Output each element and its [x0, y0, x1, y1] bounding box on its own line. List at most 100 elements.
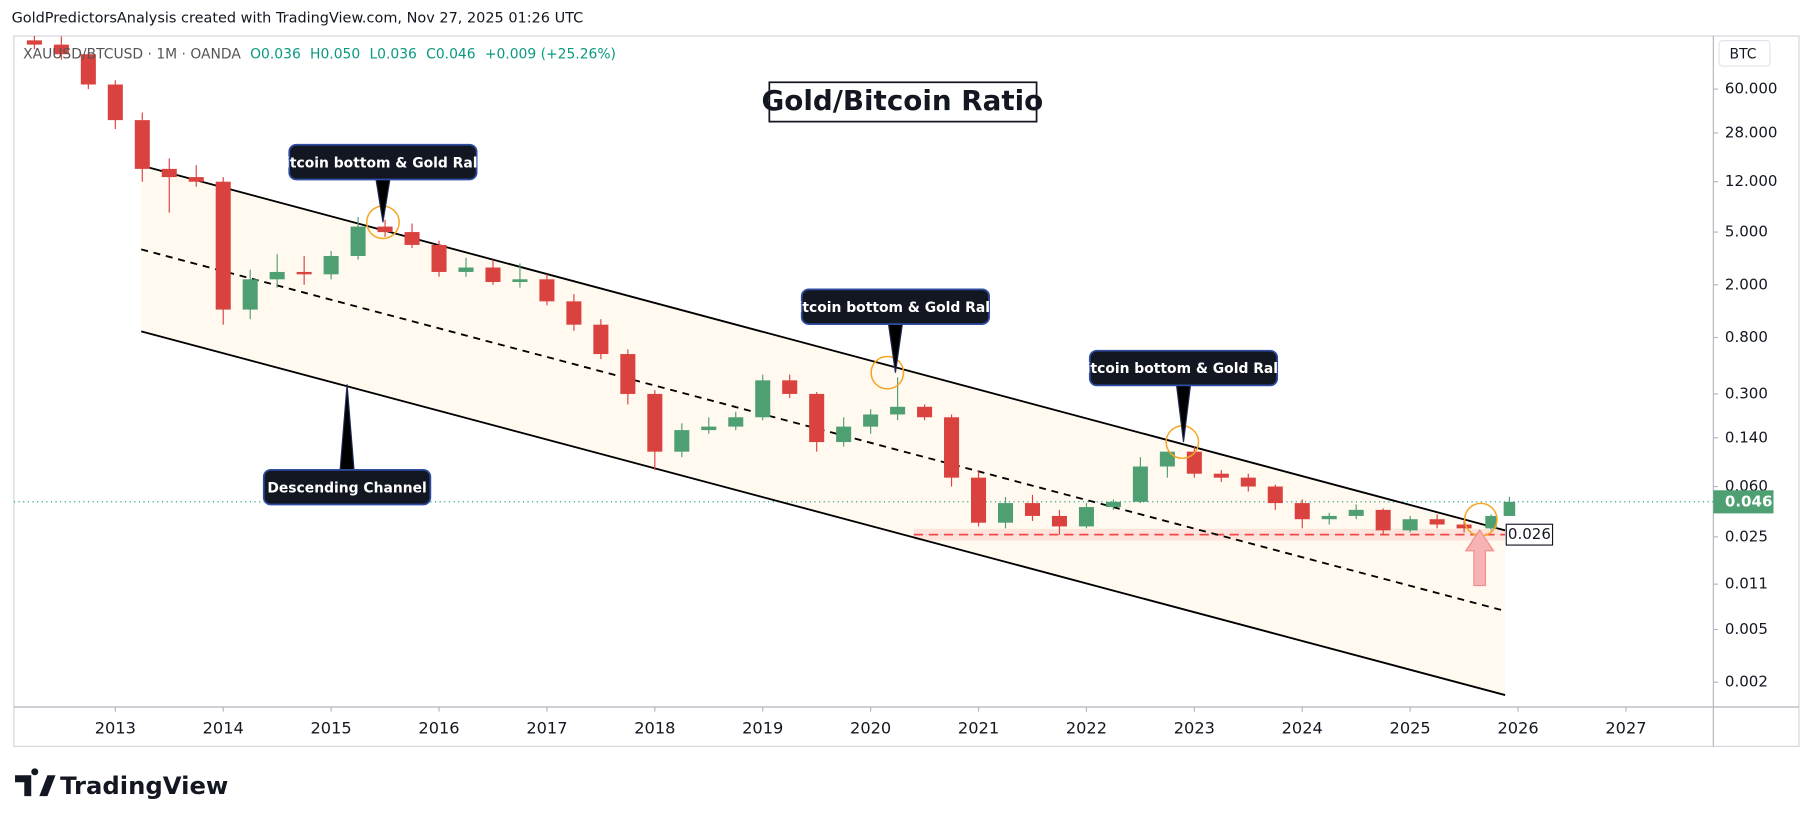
channel-line	[140, 164, 1506, 532]
candle-body	[1078, 507, 1094, 527]
candle-body	[1294, 503, 1310, 520]
x-tick-label: 2017	[526, 718, 567, 737]
y-tick-label: 60.000	[1725, 80, 1778, 98]
candle-body	[1348, 509, 1364, 516]
y-tick-label: 5.000	[1725, 223, 1768, 241]
overlay: Bitcoin bottom & Gold Rally Bitcoin botto…	[262, 143, 1554, 587]
candle-body	[377, 226, 393, 233]
candle-body	[593, 324, 609, 355]
y-tick-label: 2.000	[1725, 275, 1768, 293]
candle-body	[242, 279, 258, 310]
brand-logo: TradingView	[15, 768, 228, 800]
ohlc-item: H0.050	[310, 47, 360, 63]
ohlc-item: C0.046	[426, 47, 475, 63]
x-tick-label: 2021	[958, 718, 999, 737]
candle-body	[215, 181, 231, 310]
support-label: 0.026	[1508, 525, 1551, 543]
candle-body	[296, 271, 312, 275]
y-tick-label: 12.000	[1725, 172, 1778, 190]
candle-body	[971, 477, 987, 523]
candle-body	[1402, 519, 1418, 531]
candle-body	[863, 414, 879, 427]
highlight-circle	[870, 355, 905, 390]
candle-body	[404, 232, 420, 245]
x-tick-label: 2023	[1174, 718, 1215, 737]
y-tick-label: 0.140	[1725, 428, 1768, 446]
x-tick-label: 2022	[1066, 718, 1107, 737]
ohlc-item: O0.036	[250, 47, 301, 63]
watermark: GoldPredictorsAnalysis created with Trad…	[12, 11, 584, 27]
candle-body	[1051, 515, 1067, 527]
candle-body	[431, 244, 447, 272]
unit-box	[1718, 40, 1771, 67]
candle-body	[1132, 466, 1148, 502]
x-tick-label: 2019	[742, 718, 783, 737]
title-box	[768, 81, 1038, 123]
candle-body	[188, 177, 204, 182]
x-tick-label: 2027	[1605, 718, 1646, 737]
candle-body	[485, 267, 501, 282]
annotation: Bitcoin bottom & Gold Rally	[275, 155, 492, 171]
candle-body	[647, 393, 663, 452]
x-tick-label: 2020	[850, 718, 891, 737]
y-tick-label: 0.002	[1725, 673, 1768, 691]
annotation: Bitcoin bottom & Gold Rally	[787, 300, 1004, 316]
annotation: Bitcoin bottom & Gold Rally	[1075, 361, 1292, 377]
candle-body	[1485, 515, 1497, 529]
x-tick-label: 2014	[203, 718, 244, 737]
candle-body	[755, 380, 771, 418]
x-tick-label: 2025	[1390, 718, 1431, 737]
candle-body	[1186, 451, 1202, 474]
support-label-box	[1505, 523, 1554, 546]
candle-body	[80, 54, 96, 85]
x-tick-label: 2018	[634, 718, 675, 737]
channel-line	[140, 330, 1506, 696]
plot-area	[13, 36, 1714, 696]
x-tick-label: 2015	[311, 718, 352, 737]
last-price-label: 0.046	[1725, 492, 1773, 510]
candle-body	[134, 120, 150, 169]
candle-body	[1240, 477, 1256, 487]
candle-body	[1429, 519, 1445, 525]
candle-body	[26, 40, 42, 45]
support-zone	[913, 528, 1506, 541]
callout-box	[1088, 349, 1279, 387]
annotation: Descending Channel	[267, 480, 426, 496]
up-arrow	[1464, 528, 1495, 587]
x-tick-label: 2016	[418, 718, 459, 737]
candle-body	[539, 279, 555, 302]
candle-body	[1375, 509, 1391, 531]
ohlc-item: L0.036	[369, 47, 416, 63]
candle-body	[917, 406, 933, 418]
candle-body	[161, 168, 177, 178]
candle-body	[350, 226, 366, 256]
logo-mark	[15, 768, 56, 797]
candle-body	[620, 354, 636, 394]
candle-body	[890, 406, 906, 415]
ohlc-item: +0.009 (+25.26%)	[485, 47, 616, 63]
candle-body	[1267, 486, 1283, 504]
candle-body	[836, 426, 852, 443]
candle-body	[458, 267, 474, 272]
chart-frame	[13, 35, 1800, 747]
candle-body	[728, 417, 744, 427]
candle-body	[1213, 473, 1229, 478]
candle-body	[1159, 451, 1175, 467]
x-tick-label: 2013	[95, 718, 136, 737]
candle-body	[566, 301, 582, 325]
candle-body	[782, 380, 798, 394]
symbol: XAUUSD/BTCUSD · 1M · OANDA	[23, 47, 241, 63]
callout-box	[800, 288, 991, 325]
candle-body	[323, 255, 339, 275]
candle-body	[1503, 501, 1516, 516]
callout-box	[288, 143, 478, 181]
y-tick-label: 28.000	[1725, 123, 1778, 141]
candle-body	[1105, 501, 1121, 508]
candle-body	[809, 393, 825, 443]
candle-body	[1024, 503, 1041, 516]
candle-body	[944, 417, 960, 478]
x-tick-label: 2024	[1282, 718, 1323, 737]
candle-body	[269, 271, 285, 280]
candle-body	[512, 279, 528, 282]
